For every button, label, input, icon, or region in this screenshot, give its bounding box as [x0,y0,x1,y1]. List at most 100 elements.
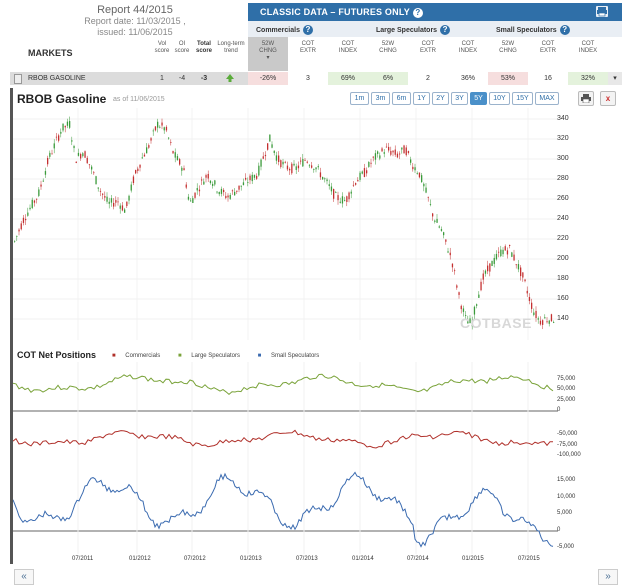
column-headers: MARKETS Vol score OI score Total score Long… [0,37,622,71]
report-title: Report 44/2015 [97,4,173,16]
large-chng-header[interactable]: 52W CHNG [379,41,397,54]
x-tick-label: 01/2014 [352,556,374,562]
comm-index: 69% [328,72,368,85]
total-header[interactable]: Total score [195,41,212,54]
small-index-header[interactable]: COT INDEX [578,41,598,54]
zoom-5y-button[interactable]: 5Y [470,92,487,105]
legend-small[interactable]: ■ Small Speculators [257,353,320,359]
legend-commercials[interactable]: ■ Commercials [112,353,161,359]
trend-up-icon [224,73,236,85]
price-tick-label: 260 [557,195,569,202]
vol-score: 1 [160,75,164,82]
markets-header: MARKETS [28,48,73,58]
group-large: Large Speculators? [376,25,451,35]
x-tick-label: 07/2014 [407,556,429,562]
vol-header[interactable]: Vol score [154,41,170,54]
cot-tick-label: 15,000 [557,477,576,483]
large-chng: 6% [368,72,408,85]
small-extr-header[interactable]: COT EXTR [539,41,556,54]
trader-groups: Commercials? Large Speculators? Small Sp… [248,21,622,37]
price-tick-label: 140 [557,315,569,322]
cot-tick-label: 10,000 [557,494,576,500]
large-specs-line [13,373,554,396]
expand-icon[interactable] [14,74,22,84]
zoom-1y-button[interactable]: 1Y [413,92,430,105]
classic-data-bar: CLASSIC DATA – FUTURES ONLY? [248,3,622,21]
x-tick-label: 01/2012 [129,556,151,562]
zoom-6m-button[interactable]: 6m [392,92,411,105]
zoom-3y-button[interactable]: 3Y [451,92,468,105]
price-tick-label: 200 [557,255,569,262]
report-date: Report date: 11/03/2015 , [84,16,186,26]
classic-title: CLASSIC DATA – FUTURES ONLY [260,7,410,17]
print-icon[interactable] [596,6,608,17]
chart-asof: as of 11/06/2015 [113,96,165,103]
market-name[interactable]: RBOB GASOLINE [28,75,86,82]
comm-chng: -26% [248,72,288,85]
zoom-3m-button[interactable]: 3m [371,92,390,105]
help-icon[interactable]: ? [302,25,313,35]
next-button[interactable]: » [598,569,618,585]
price-tick-label: 220 [557,235,569,242]
cot-legend: ■ Commercials ■ Large Speculators ■ Smal… [112,353,335,359]
help-icon[interactable]: ? [559,25,570,35]
large-extr-header[interactable]: COT EXTR [419,41,436,54]
print-chart-icon[interactable] [578,91,594,106]
cot-tick-label: 25,000 [557,397,576,403]
cot-tick-label: -75,000 [557,442,578,448]
x-tick-label: 07/2015 [518,556,540,562]
small-extr: 16 [528,72,568,85]
price-tick-label: 280 [557,175,569,182]
small-index: 32% [568,72,608,85]
close-chart-icon[interactable]: x [600,91,616,106]
zoom-15y-button[interactable]: 15Y [512,92,533,105]
cot-tick-label: 0 [557,527,561,533]
report-issued: issued: 11/06/2015 [97,27,173,37]
small-chng-header[interactable]: 52W CHNG [499,41,517,54]
report-header: Report 44/2015 Report date: 11/03/2015 ,… [60,4,210,38]
sort-down-icon: ▾ [266,55,270,61]
cot-tick-label: -5,000 [557,544,575,550]
x-tick-label: 07/2012 [184,556,206,562]
help-icon[interactable]: ? [440,25,451,35]
price-tick-label: 340 [557,115,569,122]
total-score: -3 [200,75,208,82]
price-tick-label: 180 [557,275,569,282]
price-tick-label: 240 [557,215,569,222]
comm-chng-header[interactable]: 52W CHNG ▾ [248,37,288,71]
zoom-max-button[interactable]: MAX [535,92,559,105]
comm-extr-header[interactable]: COT EXTR [299,41,316,54]
zoom-10y-button[interactable]: 10Y [489,92,510,105]
large-index: 36% [448,72,488,85]
zoom-1m-button[interactable]: 1m [350,92,369,105]
cot-tick-label: -100,000 [557,452,581,458]
watermark: COTBASE [460,315,532,331]
oi-header[interactable]: OI score [174,41,190,54]
cot-tick-label: 0 [557,407,561,413]
x-tick-label: 01/2015 [462,556,484,562]
price-tick-label: 160 [557,295,569,302]
comm-index-header[interactable]: COT INDEX [338,41,358,54]
cot-chart [13,362,558,554]
cot-tick-label: 5,000 [557,510,573,516]
small-specs-line [13,471,554,548]
cot-title: COT Net Positions [17,350,97,360]
cot-tick-label: 75,000 [557,376,576,382]
dropdown-icon[interactable]: ▾ [608,72,622,85]
zoom-2y-button[interactable]: 2Y [432,92,449,105]
prev-button[interactable]: « [14,569,34,585]
group-small: Small Speculators? [496,25,570,35]
large-index-header[interactable]: COT INDEX [458,41,478,54]
oi-score: -4 [178,75,186,82]
help-icon[interactable]: ? [412,8,423,18]
price-chart [13,108,558,340]
chart-title: RBOB Gasoline [17,92,107,106]
trend-header[interactable]: Long-term trend [217,41,245,54]
x-tick-label: 07/2011 [72,556,94,562]
price-tick-label: 300 [557,155,569,162]
chart-panel [10,88,625,564]
price-tick-label: 320 [557,135,569,142]
table-row[interactable]: RBOB GASOLINE 1 -4 -3 -26% 3 69% 6% 2 36… [10,72,622,85]
cot-tick-label: -50,000 [557,431,578,437]
legend-large[interactable]: ■ Large Speculators [177,353,240,359]
